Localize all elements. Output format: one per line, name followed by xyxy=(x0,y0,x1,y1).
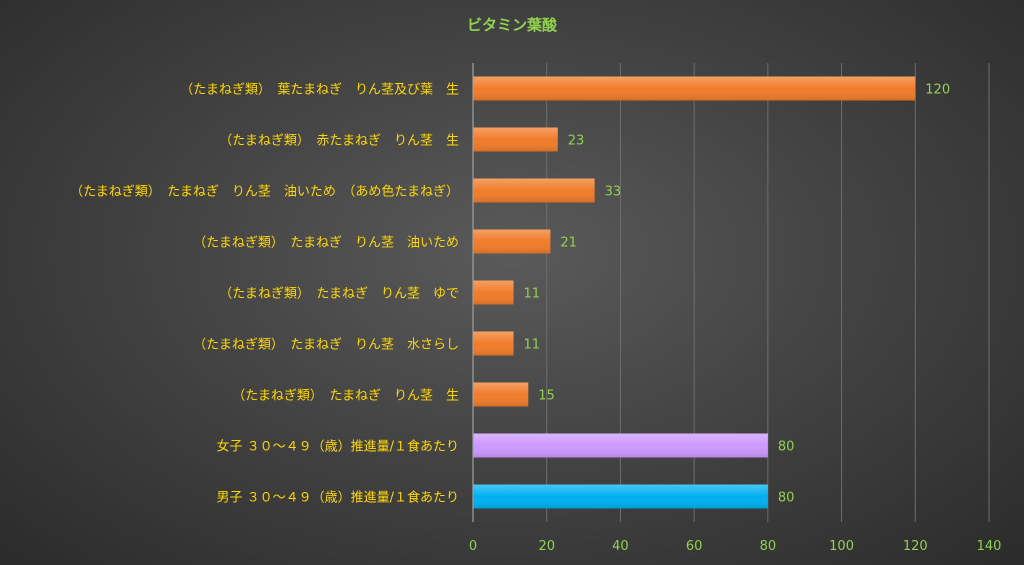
bar-sheen xyxy=(473,229,551,254)
x-tick-label: 120 xyxy=(903,539,928,554)
data-label: 11 xyxy=(524,287,541,302)
x-tick-label: 140 xyxy=(977,539,1002,554)
bar-sheen xyxy=(473,433,768,458)
category-label: （たまねぎ類） たまねぎ りん茎 ゆで xyxy=(219,287,459,302)
data-label: 11 xyxy=(524,338,541,353)
x-tick-label: 80 xyxy=(760,539,777,554)
data-label: 15 xyxy=(538,389,555,404)
chart-title: ビタミン葉酸 xyxy=(466,16,557,34)
category-label: （たまねぎ類） たまねぎ りん茎 油いため （あめ色たまねぎ） xyxy=(70,184,459,200)
category-label: （たまねぎ類） 赤たまねぎ りん茎 生 xyxy=(219,134,459,149)
bar-sheen xyxy=(473,127,558,152)
bar-sheen xyxy=(473,382,529,407)
labels: 0 20 40 60 80 100 120 140 （たまねぎ類） 葉たまねぎ りん茎及び葉 生… xyxy=(70,83,1001,555)
category-label: （たまねぎ類） 葉たまねぎ りん茎及び葉 生 xyxy=(180,83,459,98)
data-label: 23 xyxy=(568,134,585,149)
data-label: 21 xyxy=(560,236,577,251)
bar-sheen xyxy=(473,484,768,509)
x-tick-label: 100 xyxy=(829,539,854,554)
bar-sheen xyxy=(473,280,514,305)
category-label: 男子 ３０～４９（歳）推進量/１食あたり xyxy=(216,490,459,506)
bars xyxy=(473,76,916,509)
data-label: 33 xyxy=(605,185,622,200)
category-label: 女子 ３０～４９（歳）推進量/１食あたり xyxy=(216,439,459,455)
bar-sheen xyxy=(473,331,514,356)
data-label: 120 xyxy=(925,83,950,98)
bar-sheen xyxy=(473,178,595,203)
category-label: （たまねぎ類） たまねぎ りん茎 生 xyxy=(232,389,459,404)
bar-sheen xyxy=(473,76,916,101)
x-tick-label: 60 xyxy=(686,539,703,554)
x-tick-label: 20 xyxy=(538,539,555,554)
x-tick-label: 40 xyxy=(612,539,629,554)
category-label: （たまねぎ類） たまねぎ りん茎 水さらし xyxy=(193,338,459,353)
x-tick-label: 0 xyxy=(469,539,477,554)
data-label: 80 xyxy=(778,440,795,455)
category-label: （たまねぎ類） たまねぎ りん茎 油いため xyxy=(193,236,459,251)
data-label: 80 xyxy=(778,491,795,506)
